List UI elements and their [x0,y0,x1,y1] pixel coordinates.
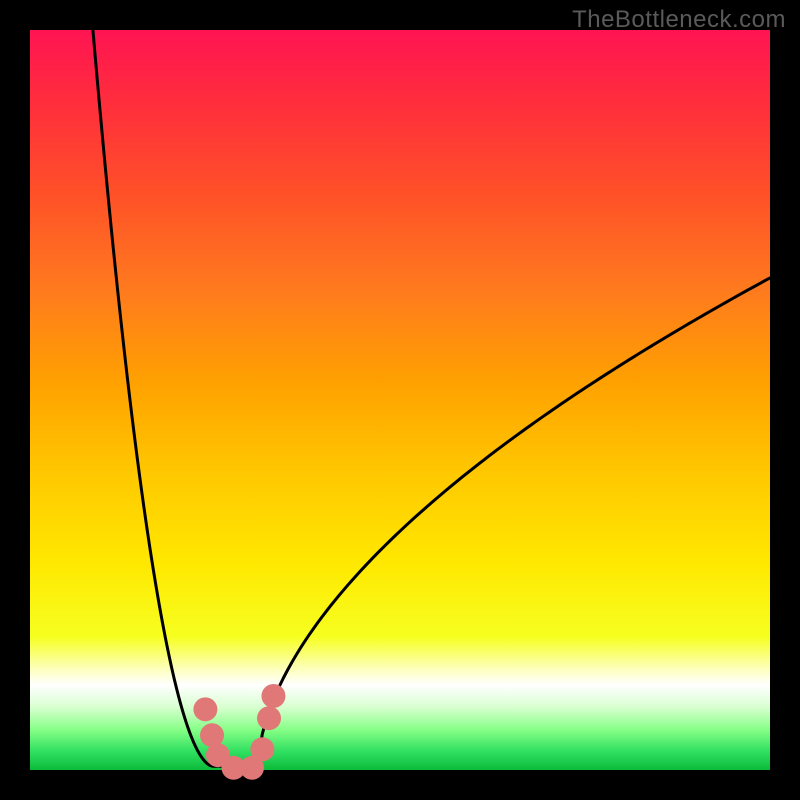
bottleneck-curve [30,30,770,770]
marker-dot [193,697,217,721]
marker-dot [257,706,281,730]
plot-area [30,30,770,770]
watermark-text: TheBottleneck.com [572,6,786,34]
marker-dot [261,684,285,708]
curve-path [93,30,770,766]
marker-dot [250,737,274,761]
chart-container: TheBottleneck.com [0,0,800,800]
